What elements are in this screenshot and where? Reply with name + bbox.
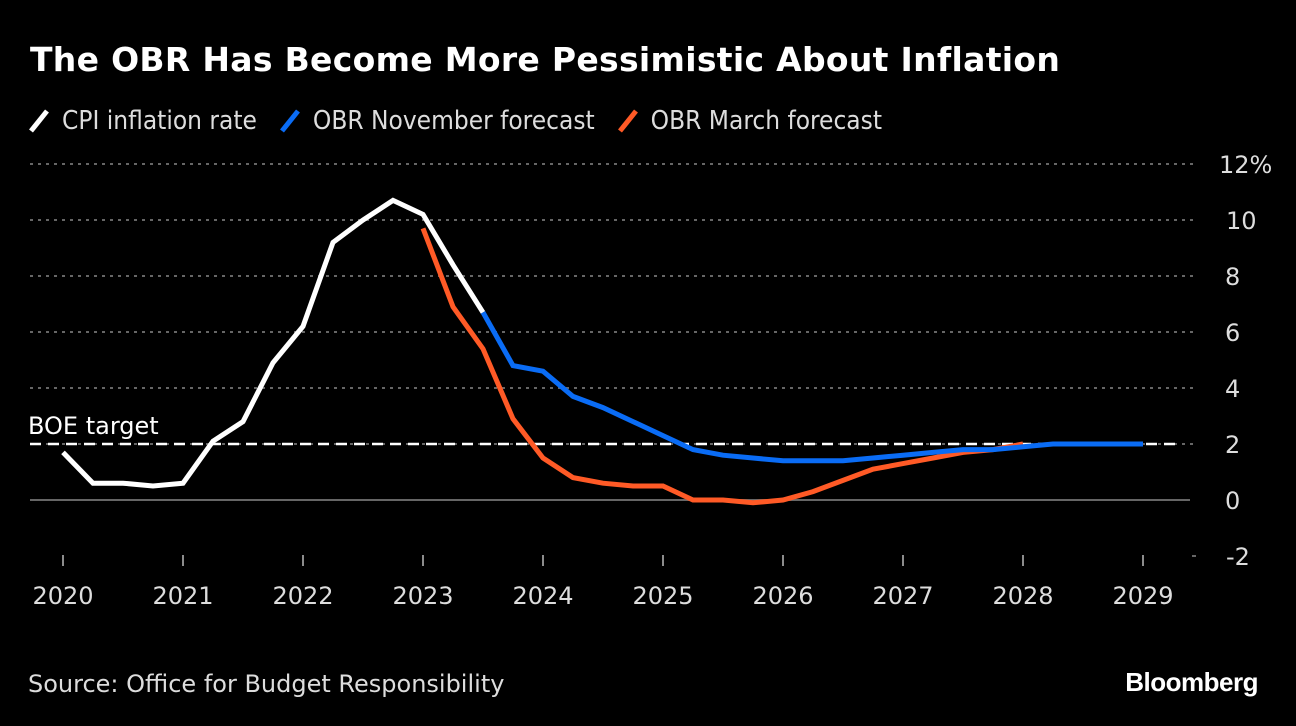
x-tick-label: 2021 [152, 582, 213, 610]
x-tick-label: 2023 [392, 582, 453, 610]
gridlines [30, 163, 1196, 557]
chart-title: The OBR Has Become More Pessimistic Abou… [30, 40, 1061, 79]
source-note: Source: Office for Budget Responsibility [28, 670, 505, 698]
legend-label: OBR March forecast [650, 106, 882, 136]
x-tick-label: 2025 [632, 582, 693, 610]
legend: CPI inflation rate OBR November forecast… [28, 106, 904, 136]
legend-item-march: OBR March forecast [617, 106, 882, 136]
y-axis: -2 0 2 4 6 8 10 12% [1219, 151, 1272, 571]
legend-item-november: OBR November forecast [279, 106, 595, 136]
y-tick-label: 12% [1219, 151, 1272, 179]
legend-swatch-line [29, 109, 49, 133]
x-tick-label: 2026 [752, 582, 813, 610]
legend-label: CPI inflation rate [62, 106, 257, 136]
legend-item-cpi: CPI inflation rate [28, 106, 257, 136]
x-axis: 2020 2021 2022 2023 2024 2025 2026 2027 2028 2029 [32, 555, 1174, 610]
x-tick-label: 2024 [512, 582, 573, 610]
series-line-obr-november [480, 311, 1143, 464]
legend-swatch-line [279, 109, 300, 133]
x-tick-label: 2022 [272, 582, 333, 610]
legend-label: OBR November forecast [312, 106, 595, 136]
series-line-cpi [61, 197, 486, 489]
y-tick-label: -2 [1226, 543, 1250, 571]
series-lines [61, 197, 1143, 506]
y-tick-label: 10 [1226, 207, 1257, 235]
x-tick-label: 2029 [1112, 582, 1173, 610]
y-tick-label: 6 [1225, 319, 1240, 347]
x-tick-label: 2020 [32, 582, 93, 610]
x-tick-label: 2028 [992, 582, 1053, 610]
bloomberg-logo: Bloomberg [1125, 667, 1258, 697]
series-line-obr-march [420, 227, 1024, 506]
legend-swatch-cpi [29, 109, 49, 133]
y-tick-label: 4 [1225, 375, 1240, 403]
x-tick-label: 2027 [872, 582, 933, 610]
boe-target-reference: BOE target [28, 412, 1180, 446]
boe-target-label: BOE target [28, 412, 159, 440]
y-tick-label: 2 [1225, 431, 1240, 459]
y-tick-label: 0 [1225, 487, 1240, 515]
y-tick-label: 8 [1225, 263, 1240, 291]
legend-swatch-march [617, 109, 638, 133]
legend-swatch-line [617, 109, 638, 133]
legend-swatch-november [279, 109, 300, 133]
